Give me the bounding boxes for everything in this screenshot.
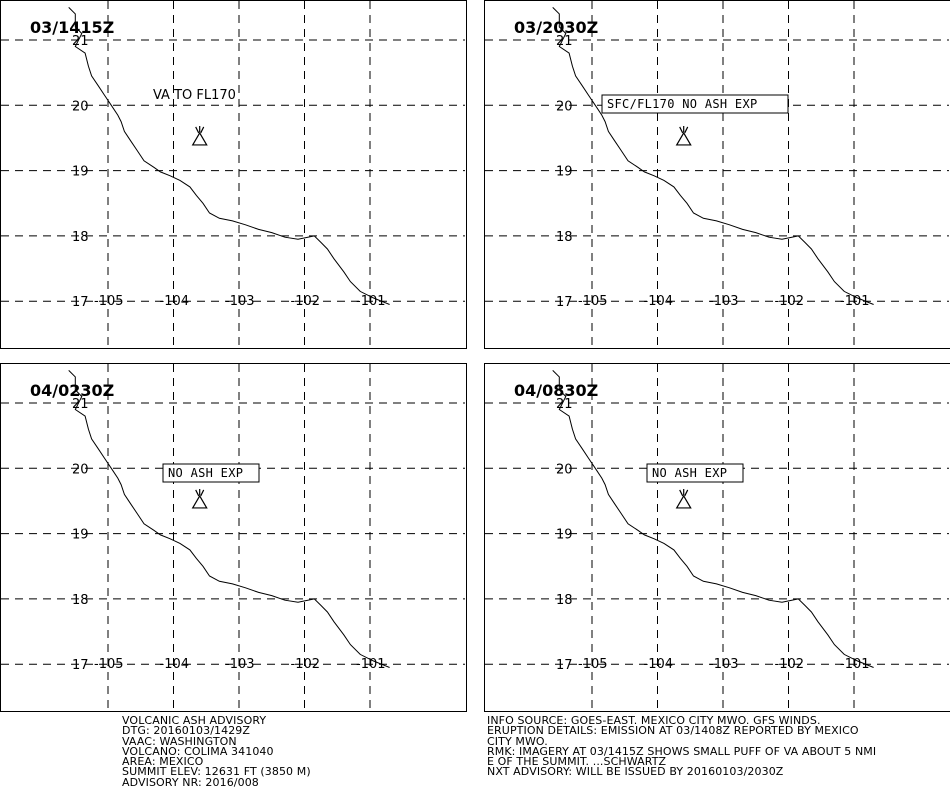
panel-frame (0, 0, 467, 349)
advisory-remark-cont: E OF THE SUMMIT. ...SCHWARTZ (487, 755, 667, 769)
panel-frame (484, 0, 950, 349)
lon-tick-label: -104 (644, 294, 674, 309)
lon-tick-label: -102 (775, 657, 805, 672)
coastline (68, 370, 390, 668)
ash-annotation: SFC/FL170 NO ASH EXP (607, 97, 758, 111)
forecast-time-label: 04/0830Z (514, 381, 598, 400)
volcano-symbol-icon (675, 125, 692, 146)
lon-tick-label: -102 (775, 294, 805, 309)
ash-annotation: NO ASH EXP (168, 466, 243, 480)
advisory-remark: RMK: IMAGERY AT 03/1415Z SHOWS SMALL PUF… (487, 744, 877, 758)
volcano-symbol-icon (191, 125, 208, 146)
lat-tick-label: 17 (72, 295, 89, 310)
advisory-header-block: VOLCANIC ASH ADVISORY DTG: 20160103/1429… (122, 714, 311, 789)
lat-tick-label: 19 (556, 528, 573, 543)
lat-tick-label: 20 (556, 99, 573, 114)
coastline (552, 370, 874, 668)
lon-tick-label: -104 (644, 657, 674, 672)
advisory-title: VOLCANIC ASH ADVISORY (122, 714, 267, 727)
ash-annotation: NO ASH EXP (652, 466, 727, 480)
forecast-time-label: 03/1415Z (30, 18, 114, 37)
annotation-box (162, 463, 260, 483)
lat-tick-label: 17 (556, 658, 573, 673)
advisory-info-source: INFO SOURCE: GOES-EAST. MEXICO CITY MWO.… (487, 714, 821, 727)
graticule (1, 1, 465, 347)
panel-frame (0, 363, 467, 712)
lat-tick-label: 20 (72, 462, 89, 477)
lat-tick-label: 20 (556, 462, 573, 477)
advisory-eruption-details: ERUPTION DETAILS: EMISSION AT 03/1408Z R… (487, 724, 859, 738)
lat-tick-label: 18 (72, 593, 89, 608)
forecast-time-label: 03/2030Z (514, 18, 598, 37)
lon-tick-label: -103 (709, 657, 739, 672)
lat-tick-label: 20 (72, 99, 89, 114)
lon-tick-label: -103 (225, 294, 255, 309)
lon-tick-label: -104 (160, 294, 190, 309)
coastline (552, 7, 874, 305)
lon-tick-label: -101 (840, 657, 870, 672)
volcano-symbol-icon (191, 488, 208, 509)
lat-tick-label: 18 (556, 593, 573, 608)
lon-tick-label: -101 (356, 657, 386, 672)
advisory-summit-elev: SUMMIT ELEV: 12631 FT (3850 M) (122, 765, 311, 779)
panel-frame (484, 363, 950, 712)
advisory-eruption-details-cont: CITY MWO. (487, 734, 548, 748)
advisory-number: ADVISORY NR: 2016/008 (122, 775, 259, 789)
lon-tick-label: -103 (709, 294, 739, 309)
lon-tick-label: -101 (840, 294, 870, 309)
lon-tick-label: -104 (160, 657, 190, 672)
advisory-dtg: DTG: 20160103/1429Z (122, 724, 251, 738)
lon-tick-label: -105 (578, 657, 608, 672)
advisory-next: NXT ADVISORY: WILL BE ISSUED BY 20160103… (487, 765, 784, 779)
volcano-symbol-icon (675, 488, 692, 509)
lat-tick-label: 17 (556, 295, 573, 310)
lon-tick-label: -101 (356, 294, 386, 309)
advisory-details-block: INFO SOURCE: GOES-EAST. MEXICO CITY MWO.… (487, 714, 877, 779)
lon-tick-label: -102 (291, 657, 321, 672)
annotation-box (601, 94, 789, 114)
lat-tick-label: 19 (72, 165, 89, 180)
lon-tick-label: -105 (94, 657, 124, 672)
lat-tick-label: 19 (556, 165, 573, 180)
lat-tick-label: 18 (72, 230, 89, 245)
coastline (68, 7, 390, 305)
ash-annotation: VA TO FL170 (153, 88, 236, 103)
lon-tick-label: -103 (225, 657, 255, 672)
lon-tick-label: -105 (94, 294, 124, 309)
lat-tick-label: 21 (72, 397, 89, 412)
annotation-box (646, 463, 744, 483)
lat-tick-label: 21 (556, 34, 573, 49)
lat-tick-label: 21 (556, 397, 573, 412)
lat-tick-label: 19 (72, 528, 89, 543)
advisory-area: AREA: MEXICO (122, 755, 204, 769)
advisory-volcano: VOLCANO: COLIMA 341040 (122, 744, 274, 758)
lon-tick-label: -105 (578, 294, 608, 309)
lat-tick-label: 21 (72, 34, 89, 49)
lat-tick-label: 18 (556, 230, 573, 245)
advisory-vaac: VAAC: WASHINGTON (122, 734, 237, 748)
lon-tick-label: -102 (291, 294, 321, 309)
lat-tick-label: 17 (72, 658, 89, 673)
forecast-time-label: 04/0230Z (30, 381, 114, 400)
